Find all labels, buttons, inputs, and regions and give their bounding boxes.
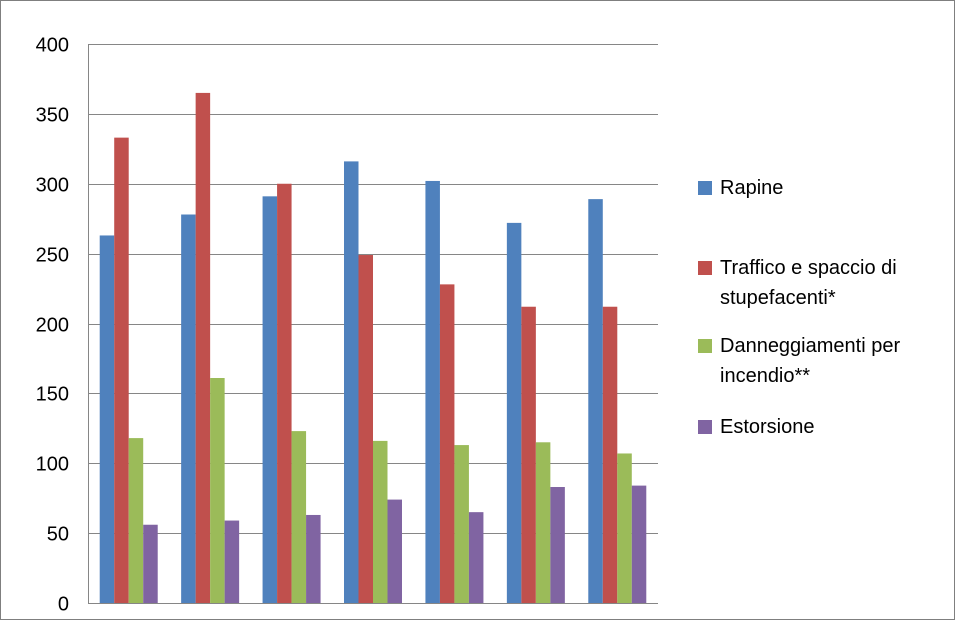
bar-series2-cat1 (210, 378, 225, 603)
bars (99, 92, 647, 603)
legend-swatch-traffico (698, 261, 712, 275)
bar-series2-cat6 (617, 453, 632, 603)
bar-series3-cat3 (387, 499, 402, 603)
legend-swatch-rapine (698, 181, 712, 195)
y-tick-label-300: 300 (36, 175, 69, 197)
bar-series3-cat2 (306, 514, 321, 603)
y-tick-label-150: 150 (36, 384, 69, 406)
y-tick-label-400: 400 (36, 35, 69, 57)
legend-item-traffico: Traffico e spaccio di stupefacenti* (698, 253, 950, 313)
bar-series0-cat1 (181, 214, 196, 603)
bar-series0-cat4 (425, 180, 440, 603)
y-tick-label-250: 250 (36, 245, 69, 267)
bar-series1-cat4 (439, 284, 455, 603)
bar-series1-cat1 (195, 92, 211, 603)
bar-series0-cat6 (588, 199, 603, 603)
legend-item-estorsione: Estorsione (698, 412, 950, 442)
legend-label-estorsione: Estorsione (720, 416, 815, 438)
legend-swatch-danneggiamenti (698, 339, 712, 353)
bar-series2-cat2 (291, 431, 307, 603)
bar-series2-cat3 (373, 440, 388, 603)
bar-series1-cat3 (358, 255, 373, 603)
bar-series2-cat0 (128, 438, 144, 603)
y-tick-label-200: 200 (36, 315, 69, 337)
y-tick-labels: 0 50 100 150 200 250 300 350 400 (36, 35, 69, 616)
y-tick-label-50: 50 (47, 524, 69, 546)
bar-series0-cat5 (506, 222, 522, 603)
bar-series0-cat2 (262, 196, 278, 603)
bar-series2-cat4 (454, 445, 469, 603)
y-tick-label-100: 100 (36, 454, 69, 476)
bar-series1-cat2 (277, 183, 292, 603)
bar-series3-cat5 (550, 487, 565, 603)
bar-series3-cat4 (468, 512, 484, 603)
bar-series3-cat6 (631, 485, 647, 603)
bar-series3-cat1 (224, 520, 240, 603)
bar-series1-cat5 (521, 306, 536, 603)
legend-label-rapine: Rapine (720, 177, 784, 199)
legend-swatch-estorsione (698, 420, 712, 434)
legend-item-danneggiamenti: Danneggiamenti per incendio** (698, 331, 950, 391)
bar-series3-cat0 (143, 524, 158, 603)
bar-series0-cat0 (99, 235, 115, 603)
bar-series0-cat3 (344, 161, 359, 603)
y-tick-label-0: 0 (58, 594, 69, 616)
bar-series2-cat5 (535, 442, 551, 603)
bar-series1-cat6 (602, 306, 618, 603)
axes (88, 44, 658, 604)
legend-item-rapine: Rapine (698, 173, 950, 203)
legend-label-danneggiamenti: Danneggiamenti per incendio** (720, 335, 901, 387)
bar-series1-cat0 (114, 137, 129, 603)
y-tick-label-350: 350 (36, 105, 69, 127)
legend-label-traffico: Traffico e spaccio di stupefacenti* (720, 257, 897, 309)
